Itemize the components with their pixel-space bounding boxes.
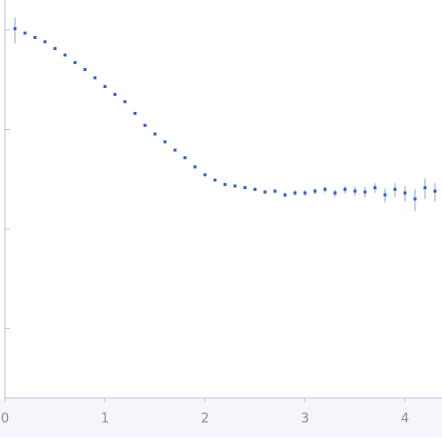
point (273, 189, 277, 193)
point (63, 53, 67, 57)
point (353, 189, 357, 193)
x-tick-label: 0 (1, 412, 9, 427)
point (43, 40, 47, 44)
point (283, 193, 287, 197)
point (193, 165, 197, 169)
point (303, 191, 307, 195)
point (103, 85, 107, 89)
x-tick-label: 4 (401, 412, 409, 427)
point (183, 156, 187, 160)
point (233, 184, 237, 188)
x-tick-label: 3 (301, 412, 309, 427)
point (123, 100, 127, 104)
point (173, 148, 177, 152)
point (433, 189, 437, 193)
point (53, 47, 57, 51)
point (93, 76, 97, 80)
axis-band (0, 399, 442, 437)
point (113, 92, 117, 96)
point (293, 191, 297, 195)
point (323, 187, 327, 191)
point (383, 193, 387, 197)
point (373, 186, 377, 190)
point (403, 191, 407, 195)
x-tick-label: 2 (201, 412, 209, 427)
point (243, 186, 247, 190)
point (263, 190, 267, 194)
point (423, 186, 427, 190)
point (343, 187, 347, 191)
point (313, 189, 317, 193)
point (13, 27, 17, 31)
point (133, 111, 137, 115)
point (363, 190, 367, 194)
point (33, 35, 37, 39)
point (333, 191, 337, 195)
point (73, 61, 77, 65)
point (393, 187, 397, 191)
point (253, 187, 257, 191)
x-tick-label: 1 (101, 412, 109, 427)
point (163, 140, 167, 144)
point (153, 132, 157, 136)
point (83, 68, 87, 72)
point (213, 178, 217, 182)
point (23, 31, 27, 35)
point (223, 182, 227, 186)
point (413, 197, 417, 201)
point (203, 173, 207, 177)
point (143, 123, 147, 127)
